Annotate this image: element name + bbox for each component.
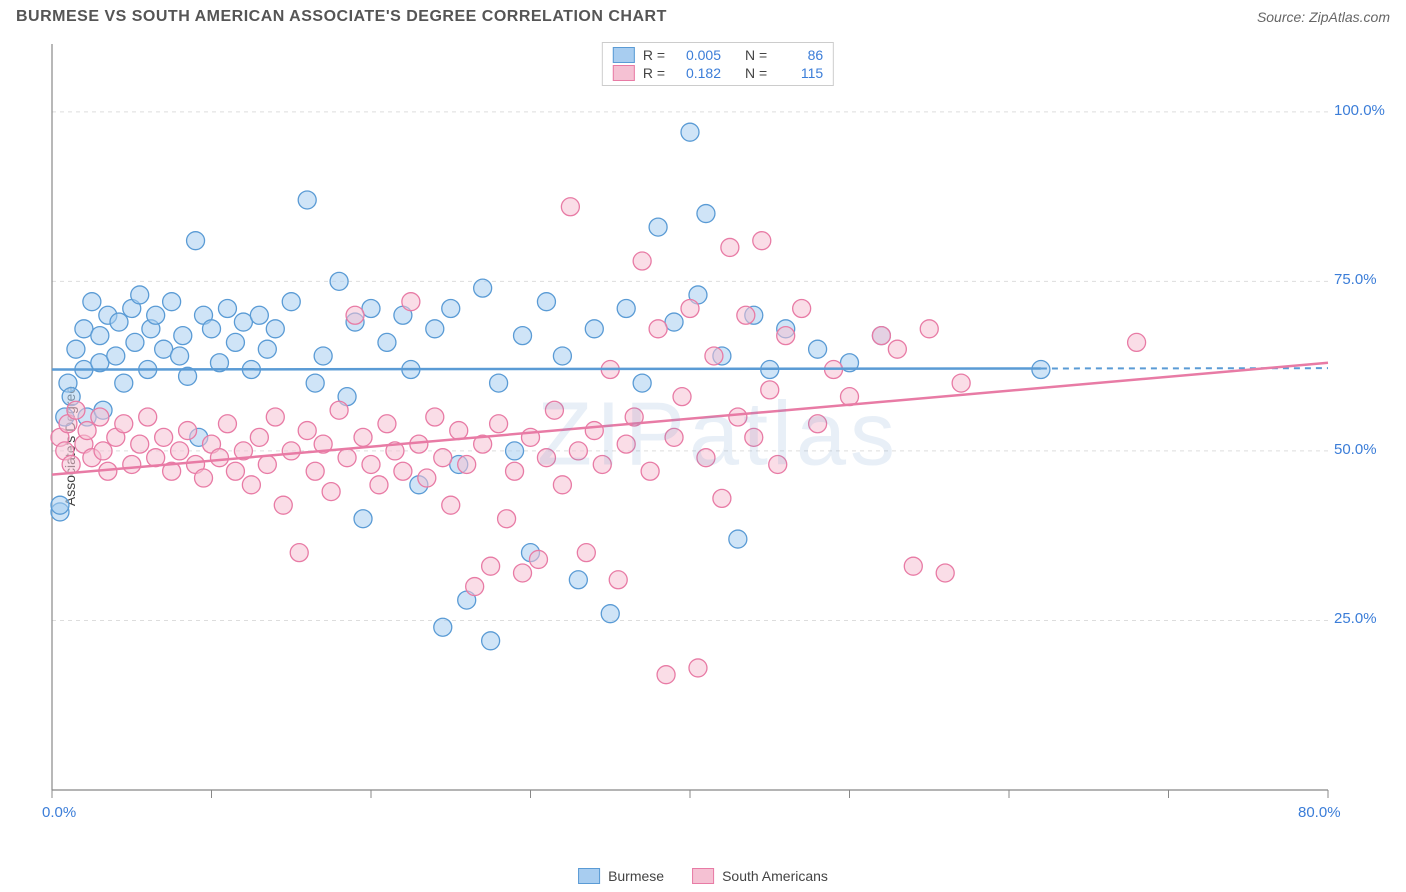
series-legend-item: South Americans <box>692 868 828 884</box>
series-legend-item: Burmese <box>578 868 664 884</box>
n-label: N = <box>745 65 767 81</box>
y-tick-label: 25.0% <box>1334 610 1377 627</box>
source-label: Source: ZipAtlas.com <box>1257 9 1390 25</box>
scatter-plot <box>48 40 1388 830</box>
legend-swatch <box>578 868 600 884</box>
chart-container: ZIPatlas R =0.005N =86R =0.182N =115 <box>48 40 1388 830</box>
n-value: 86 <box>775 47 823 63</box>
y-tick-label: 50.0% <box>1334 441 1377 458</box>
x-tick-label: 0.0% <box>42 804 76 821</box>
chart-title: BURMESE VS SOUTH AMERICAN ASSOCIATE'S DE… <box>16 8 667 26</box>
series-legend: Burmese South Americans <box>578 868 828 884</box>
correlation-legend: R = 0.005 N = 86 R = 0.182 N = 115 <box>602 42 834 86</box>
legend-swatch <box>692 868 714 884</box>
x-tick-label: 80.0% <box>1298 804 1341 821</box>
r-value: 0.182 <box>673 65 721 81</box>
r-label: R = <box>643 47 665 63</box>
r-label: R = <box>643 65 665 81</box>
series-name: Burmese <box>608 868 664 884</box>
legend-row: R = 0.005 N = 86 <box>613 47 823 63</box>
series-name: South Americans <box>722 868 828 884</box>
n-label: N = <box>745 47 767 63</box>
legend-swatch <box>613 47 635 63</box>
n-value: 115 <box>775 65 823 81</box>
legend-swatch <box>613 65 635 81</box>
legend-row: R = 0.182 N = 115 <box>613 65 823 81</box>
r-value: 0.005 <box>673 47 721 63</box>
y-tick-label: 100.0% <box>1334 102 1385 119</box>
y-tick-label: 75.0% <box>1334 271 1377 288</box>
